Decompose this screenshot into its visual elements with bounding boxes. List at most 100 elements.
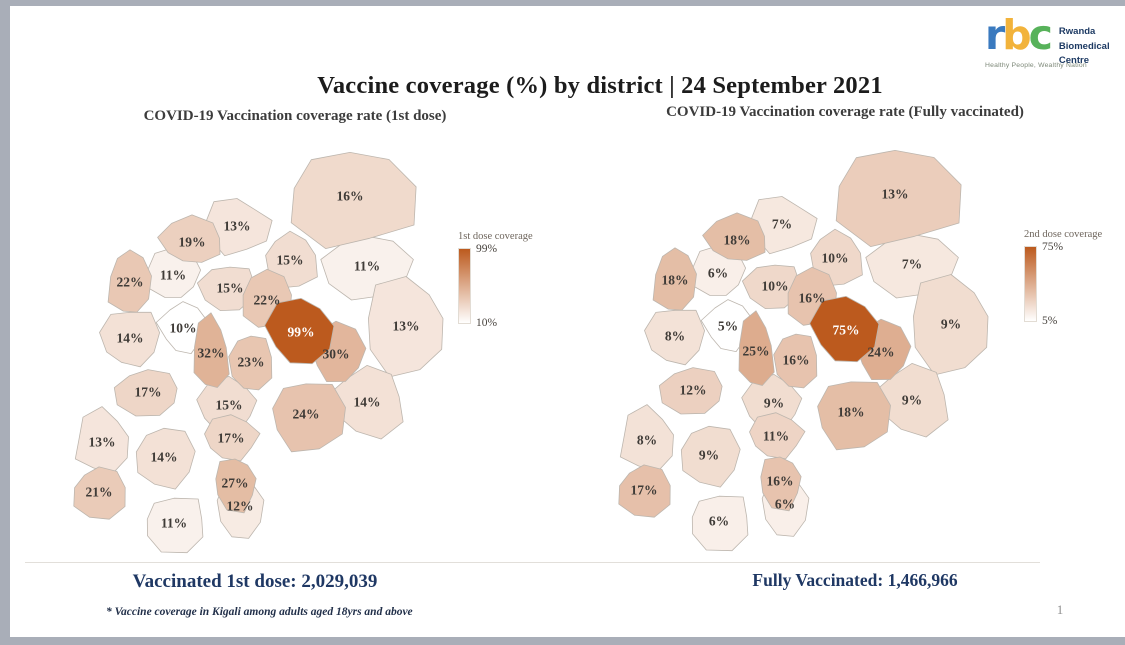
district-label: 10% — [762, 279, 789, 294]
legend-title: 2nd dose coverage — [1024, 229, 1103, 240]
district-shape — [658, 367, 723, 415]
district-shape — [135, 427, 196, 490]
legend-gradient-bar — [1024, 246, 1037, 322]
district-label: 15% — [217, 281, 244, 296]
district-label: 12% — [227, 499, 254, 514]
logo-org-line: Rwanda — [1058, 26, 1096, 37]
district-shape — [809, 295, 880, 363]
district-label: 9% — [764, 396, 784, 411]
district-shape — [73, 466, 126, 520]
district-shape — [760, 456, 802, 512]
district-shape — [196, 266, 255, 312]
district-label: 6% — [775, 497, 795, 512]
district-label: 15% — [216, 398, 243, 413]
district-label: 13% — [89, 435, 116, 450]
district-label: 16% — [783, 353, 810, 368]
district-label: 21% — [86, 485, 113, 500]
district-label: 15% — [277, 253, 304, 268]
district-shape — [691, 495, 749, 552]
district-shape — [107, 249, 152, 313]
legend-gradient-bar — [458, 248, 471, 324]
district-shape — [741, 264, 800, 310]
district-shape — [652, 247, 697, 311]
district-label: 14% — [117, 331, 144, 346]
district-label: 16% — [767, 474, 794, 489]
rbc-logo: rbc Rwanda Biomedical Centre — [985, 15, 1123, 69]
district-shape — [810, 228, 863, 287]
district-shape — [773, 333, 818, 389]
district-label: 22% — [254, 293, 281, 308]
district-shape — [912, 274, 989, 376]
district-label: 16% — [337, 189, 364, 204]
district-label: 6% — [708, 266, 728, 281]
district-label: 10% — [170, 321, 197, 336]
district-label: 8% — [637, 433, 657, 448]
rbc-logo-tagline: Healthy People, Wealthy Nation — [985, 62, 1087, 69]
total-fully-vaccinated: Fully Vaccinated: 1,466,966 — [752, 570, 958, 590]
district-label: 8% — [665, 329, 685, 344]
legend-first-dose: 1st dose coverage 99% 10% — [458, 231, 554, 329]
district-label: 27% — [222, 476, 249, 491]
legend-title: 1st dose coverage — [458, 231, 533, 242]
district-shape — [835, 149, 962, 247]
district-shape — [228, 335, 273, 391]
logo-letter-c: c — [1028, 11, 1053, 59]
district-label: 14% — [354, 395, 381, 410]
choropleth-map-first-dose: 16% 13% 19% 22% 11% 15% 15% 22% 11% 13% 14% 10%32% 2… — [73, 151, 444, 554]
logo-letter-r: r — [985, 11, 1005, 59]
district-label: 17% — [218, 431, 245, 446]
district-shape — [264, 297, 335, 365]
district-label: 99% — [288, 325, 315, 340]
district-label: 17% — [631, 483, 658, 498]
district-shape — [205, 198, 273, 257]
choropleth-map-fully-vaccinated: 13% 7% 18% 18% 6% 10% 10% 16% 7% 9% 8% 5% 25% 16% 75% 2… — [618, 149, 989, 552]
map-title-first-dose: COVID-19 Vaccination coverage rate (1st … — [143, 108, 447, 124]
legend-max-label: 75% — [1042, 241, 1064, 253]
rbc-logo-letters: rbc — [985, 15, 1053, 56]
district-label: 18% — [724, 233, 751, 248]
slide-frame-left — [0, 0, 10, 645]
map-title-fully-vaccinated: COVID-19 Vaccination coverage rate (Full… — [666, 104, 1024, 120]
district-label: 32% — [198, 346, 225, 361]
district-label: 13% — [224, 219, 251, 234]
logo-org-line: Centre — [1058, 55, 1089, 67]
logo-org-line: Biomedical — [1058, 40, 1110, 52]
district-label: 13% — [393, 319, 420, 334]
district-label: 22% — [117, 275, 144, 290]
district-shape — [367, 276, 444, 378]
district-label: 19% — [179, 235, 206, 250]
district-label: 11% — [763, 429, 789, 444]
district-shape — [193, 312, 230, 388]
district-shape — [750, 196, 818, 255]
district-label: 11% — [354, 259, 380, 274]
district-shape — [157, 214, 221, 263]
district-shape — [644, 309, 705, 366]
district-shape — [327, 364, 404, 440]
district-label: 24% — [293, 407, 320, 422]
district-label: 9% — [902, 393, 922, 408]
district-shape — [146, 497, 204, 554]
total-first-dose: Vaccinated 1st dose: 2,029,039 — [132, 571, 378, 592]
district-label: 24% — [868, 345, 895, 360]
legend-second-dose: 2nd dose coverage 75% 5% — [1024, 229, 1120, 327]
district-label: 18% — [662, 273, 689, 288]
district-label: 25% — [743, 344, 770, 359]
district-label: 17% — [135, 385, 162, 400]
district-shape — [618, 464, 671, 518]
district-label: 10% — [822, 251, 849, 266]
district-label: 11% — [161, 516, 187, 531]
district-label: 30% — [323, 347, 350, 362]
district-shape — [702, 212, 766, 261]
district-label: 16% — [799, 291, 826, 306]
district-label: 12% — [680, 383, 707, 398]
district-shape — [265, 230, 318, 289]
district-shape — [738, 310, 775, 386]
district-label: 23% — [238, 355, 265, 370]
slide-frame-top — [0, 0, 1125, 6]
district-shape — [113, 369, 178, 417]
district-shape — [817, 381, 891, 451]
district-label: 75% — [833, 323, 860, 338]
district-shape — [872, 362, 949, 438]
district-shape — [272, 383, 346, 453]
